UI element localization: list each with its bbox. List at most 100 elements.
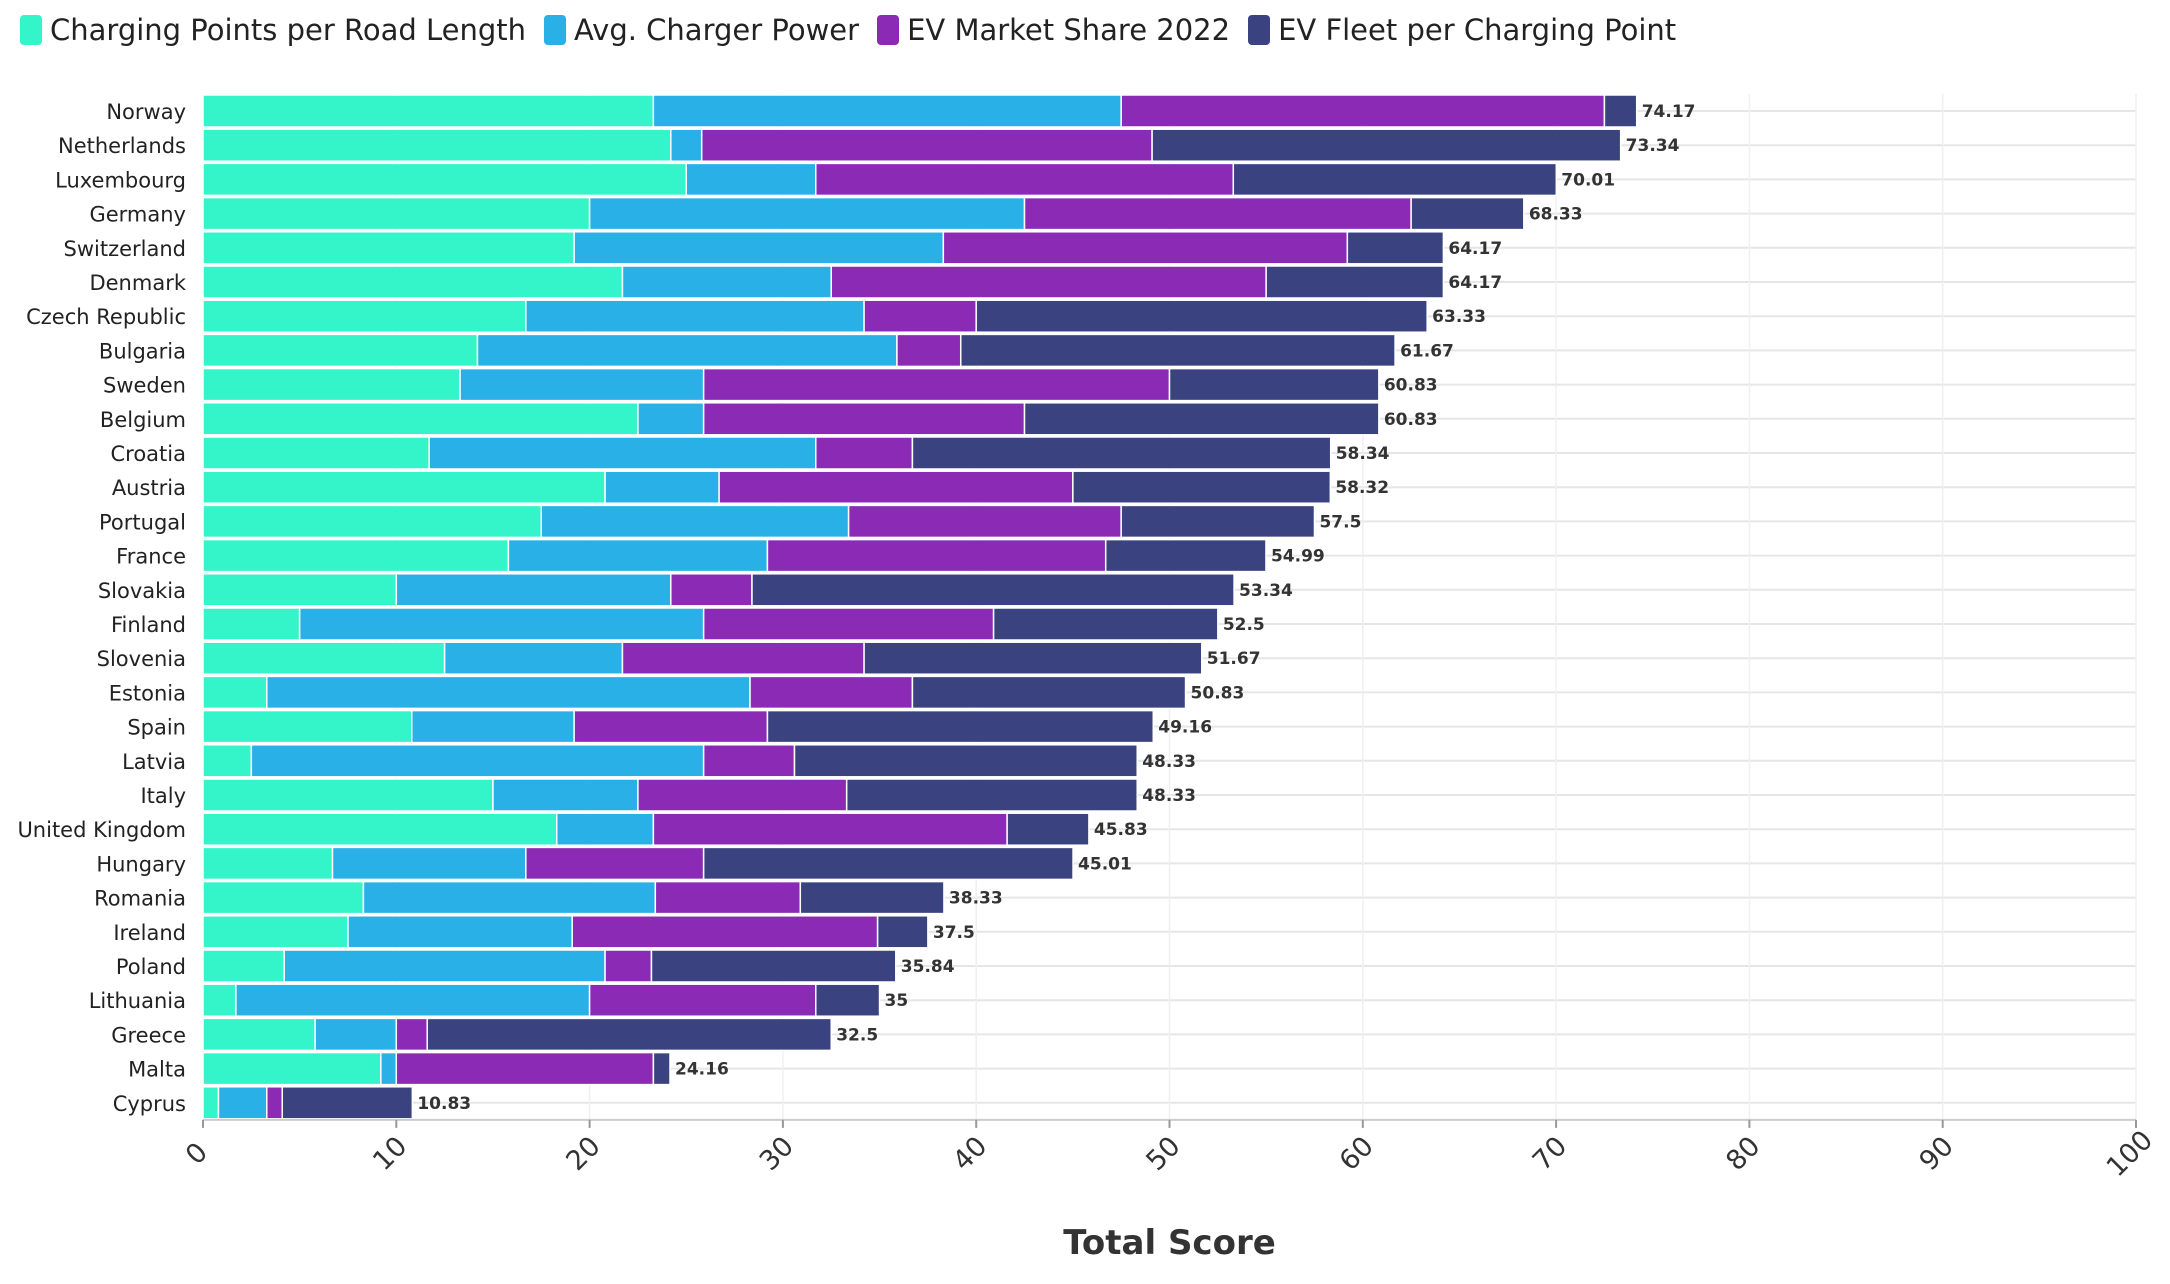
bar-segment[interactable]	[604, 949, 653, 983]
bar-segment[interactable]	[652, 812, 1008, 846]
bar-segment[interactable]	[573, 231, 945, 265]
bar-segment[interactable]	[411, 709, 575, 744]
bar-segment[interactable]	[751, 573, 1235, 607]
bar-segment[interactable]	[492, 778, 639, 812]
bar-segment[interactable]	[863, 299, 977, 333]
bar-segment[interactable]	[1072, 470, 1332, 504]
bar-segment[interactable]	[588, 983, 817, 1017]
bar-segment[interactable]	[347, 915, 573, 949]
legend-item-ev-fleet[interactable]: EV Fleet per Charging Point	[1248, 13, 1676, 47]
bar-segment[interactable]	[652, 94, 1122, 128]
bar-segment[interactable]	[202, 196, 591, 231]
bar-segment[interactable]	[202, 744, 253, 778]
bar-segment[interactable]	[525, 846, 705, 881]
bar-segment[interactable]	[507, 538, 769, 573]
bar-segment[interactable]	[588, 196, 1026, 231]
bar-segment[interactable]	[815, 162, 1235, 197]
bar-segment[interactable]	[847, 504, 1122, 539]
bar-segment[interactable]	[702, 402, 1026, 436]
bar-segment[interactable]	[650, 949, 897, 983]
bar-segment[interactable]	[1120, 504, 1316, 539]
bar-segment[interactable]	[202, 778, 494, 812]
bar-segment[interactable]	[202, 812, 558, 846]
bar-segment[interactable]	[314, 1017, 398, 1052]
bar-segment[interactable]	[202, 915, 349, 949]
bar-segment[interactable]	[654, 880, 802, 915]
bar-segment[interactable]	[202, 128, 672, 162]
legend-item-charger-power[interactable]: Avg. Charger Power	[544, 13, 859, 47]
bar-segment[interactable]	[1104, 538, 1267, 573]
bar-segment[interactable]	[202, 470, 606, 504]
bar-segment[interactable]	[202, 265, 624, 299]
bar-segment[interactable]	[670, 573, 753, 607]
bar-segment[interactable]	[202, 1051, 382, 1086]
bar-segment[interactable]	[202, 709, 413, 744]
bar-segment[interactable]	[685, 162, 817, 197]
bar-segment[interactable]	[1410, 196, 1525, 231]
bar-segment[interactable]	[202, 880, 365, 915]
bar-segment[interactable]	[911, 436, 1332, 470]
bar-segment[interactable]	[876, 915, 929, 949]
bar-segment[interactable]	[202, 504, 543, 539]
bar-segment[interactable]	[896, 333, 962, 368]
bar-segment[interactable]	[718, 470, 1074, 504]
bar-segment[interactable]	[331, 846, 527, 881]
bar-segment[interactable]	[799, 880, 945, 915]
bar-segment[interactable]	[555, 812, 655, 846]
legend-item-ev-market-share[interactable]: EV Market Share 2022	[877, 13, 1230, 47]
bar-segment[interactable]	[202, 94, 655, 128]
bar-segment[interactable]	[428, 436, 817, 470]
bar-segment[interactable]	[202, 402, 639, 436]
bar-segment[interactable]	[1006, 812, 1090, 846]
bar-segment[interactable]	[202, 299, 527, 333]
bar-segment[interactable]	[1232, 162, 1558, 197]
bar-segment[interactable]	[1023, 402, 1380, 436]
bar-segment[interactable]	[766, 538, 1107, 573]
bar-segment[interactable]	[525, 299, 865, 333]
bar-segment[interactable]	[975, 299, 1428, 333]
bar-segment[interactable]	[1168, 367, 1380, 402]
bar-segment[interactable]	[959, 333, 1396, 368]
bar-segment[interactable]	[202, 538, 510, 573]
bar-segment[interactable]	[395, 1051, 655, 1086]
bar-segment[interactable]	[604, 470, 720, 504]
bar-segment[interactable]	[766, 709, 1155, 744]
bar-segment[interactable]	[217, 1086, 268, 1120]
bar-segment[interactable]	[202, 231, 575, 265]
bar-segment[interactable]	[202, 846, 334, 881]
bar-segment[interactable]	[202, 983, 237, 1017]
bar-segment[interactable]	[202, 573, 398, 607]
bar-segment[interactable]	[652, 1051, 671, 1086]
bar-segment[interactable]	[266, 675, 751, 710]
bar-segment[interactable]	[202, 162, 687, 197]
bar-segment[interactable]	[202, 641, 446, 675]
bar-segment[interactable]	[942, 231, 1349, 265]
bar-segment[interactable]	[571, 915, 879, 949]
bar-segment[interactable]	[815, 436, 914, 470]
bar-segment[interactable]	[702, 846, 1074, 881]
bar-segment[interactable]	[637, 402, 705, 436]
legend-item-charging-points[interactable]: Charging Points per Road Length	[20, 13, 526, 47]
bar-segment[interactable]	[573, 709, 769, 744]
bar-segment[interactable]	[395, 1017, 428, 1052]
bar-segment[interactable]	[362, 880, 657, 915]
bar-segment[interactable]	[815, 983, 881, 1017]
bar-segment[interactable]	[266, 1086, 284, 1120]
bar-segment[interactable]	[202, 949, 285, 983]
bar-segment[interactable]	[911, 675, 1187, 710]
bar-segment[interactable]	[298, 607, 705, 641]
bar-segment[interactable]	[670, 128, 703, 162]
bar-segment[interactable]	[459, 367, 705, 402]
bar-segment[interactable]	[281, 1086, 414, 1120]
bar-segment[interactable]	[1346, 231, 1445, 265]
bar-segment[interactable]	[476, 333, 898, 368]
bar-segment[interactable]	[845, 778, 1138, 812]
bar-segment[interactable]	[1151, 128, 1622, 162]
bar-segment[interactable]	[1120, 94, 1606, 128]
bar-segment[interactable]	[1023, 196, 1412, 231]
bar-segment[interactable]	[702, 607, 995, 641]
bar-segment[interactable]	[380, 1051, 398, 1086]
bar-segment[interactable]	[637, 778, 848, 812]
bar-segment[interactable]	[621, 641, 865, 675]
bar-segment[interactable]	[700, 128, 1153, 162]
